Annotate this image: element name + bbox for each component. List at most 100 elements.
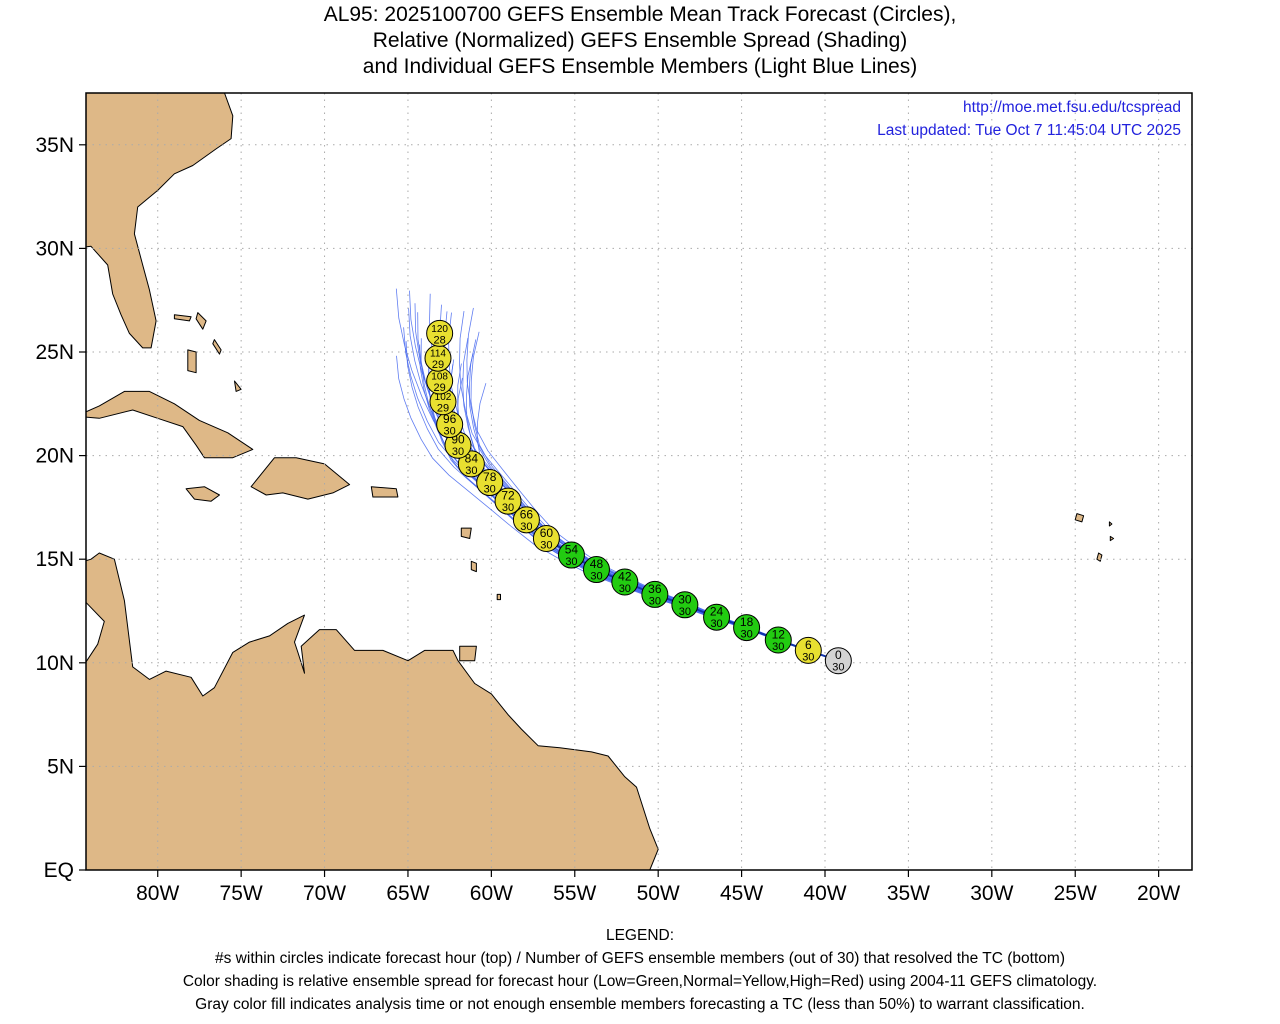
- title-line-3: and Individual GEFS Ensemble Members (Li…: [362, 55, 918, 78]
- ensemble-member-line: [466, 307, 839, 662]
- lon-tick-label: 50W: [637, 882, 680, 900]
- ensemble-member-line: [428, 361, 839, 662]
- lon-tick-label: 70W: [303, 882, 346, 900]
- forecast-hour-label: 78: [483, 470, 497, 484]
- source-url: http://moe.met.fsu.edu/tcspread: [963, 99, 1181, 116]
- member-count-label: 30: [452, 446, 464, 458]
- land-masses: [86, 93, 1115, 870]
- track-circle: [532, 524, 560, 552]
- lon-tick-label: 30W: [970, 882, 1013, 900]
- member-count-label: 30: [679, 606, 691, 618]
- track-circle: [582, 556, 610, 584]
- forecast-hour-label: 24: [710, 605, 724, 619]
- ensemble-member-tracks: [395, 288, 839, 662]
- forecast-hour-label: 84: [465, 451, 479, 465]
- forecast-hour-label: 54: [565, 543, 579, 557]
- forecast-hour-label: 114: [430, 349, 446, 360]
- track-circle: [641, 580, 669, 608]
- land-andros: [187, 349, 197, 374]
- lon-tick-label: 40W: [803, 882, 846, 900]
- chart-title: AL95: 2025100700 GEFS Ensemble Mean Trac…: [0, 2, 1280, 80]
- forecast-hour-label: 6: [805, 638, 812, 652]
- track-point: 630: [794, 636, 822, 664]
- axis-labels: 80W 75W 70W 65W 60W 55W 50W 45W 40W 35W 30W 25W 20W E…: [35, 134, 1180, 900]
- title-line-1: AL95: 2025100700 GEFS Ensemble Mean Trac…: [323, 3, 957, 26]
- ensemble-member-line: [459, 311, 839, 662]
- ensemble-member-line: [403, 327, 839, 662]
- member-count-label: 30: [619, 583, 631, 595]
- land-trinidad: [459, 645, 477, 662]
- land-martinique: [470, 560, 477, 573]
- track-circle: [426, 319, 454, 347]
- forecast-hour-label: 0: [835, 648, 842, 662]
- land-abaco: [195, 312, 207, 330]
- legend-line-1: #s within circles indicate forecast hour…: [215, 950, 1065, 967]
- member-count-label: 30: [802, 651, 814, 663]
- lat-tick-label: 10N: [35, 652, 74, 675]
- track-circle: [457, 450, 485, 478]
- last-updated: Last updated: Tue Oct 7 11:45:04 UTC 202…: [877, 122, 1181, 139]
- lat-tick-label: 35N: [35, 134, 74, 157]
- land-grand-bahama: [173, 314, 192, 322]
- lon-tick-label: 80W: [136, 882, 179, 900]
- member-count-label: 29: [437, 403, 449, 415]
- plot-frame: [85, 92, 1193, 871]
- land-south-america: [86, 552, 659, 870]
- forecast-hour-label: 102: [435, 392, 452, 403]
- ensemble-member-line: [420, 338, 839, 662]
- member-count-label: 30: [649, 595, 661, 607]
- track-circle: [764, 626, 792, 654]
- member-count-label: 30: [740, 629, 752, 641]
- forecast-hour-label: 60: [540, 526, 554, 540]
- lon-tick-label: 75W: [220, 882, 263, 900]
- track-circle: [794, 636, 822, 664]
- land-puerto-rico: [370, 486, 399, 498]
- member-count-label: 30: [484, 484, 496, 496]
- ensemble-member-line: [396, 355, 839, 662]
- ensemble-member-line: [448, 312, 839, 662]
- forecast-hour-label: 42: [618, 569, 632, 583]
- lon-tick-label: 55W: [553, 882, 596, 900]
- land-florida: [86, 93, 234, 349]
- map-area: 0306301230183024303030363042304830543060…: [86, 93, 1192, 870]
- land-eleuthera: [212, 339, 222, 355]
- lat-tick-label: 15N: [35, 548, 74, 571]
- lat-tick-label: 20N: [35, 445, 74, 468]
- member-count-label: 29: [432, 359, 444, 371]
- lon-tick-label: 35W: [887, 882, 930, 900]
- track-circle: [733, 614, 761, 642]
- member-count-label: 30: [772, 641, 784, 653]
- lon-tick-label: 20W: [1137, 882, 1180, 900]
- track-circle: [494, 487, 522, 515]
- member-count-label: 30: [520, 521, 532, 533]
- forecast-hour-label: 72: [501, 489, 515, 503]
- land-guadeloupe: [460, 527, 472, 539]
- member-count-label: 30: [444, 426, 456, 438]
- member-count-label: 28: [434, 334, 446, 346]
- land-jamaica: [185, 486, 220, 502]
- forecast-hour-label: 30: [678, 592, 692, 606]
- member-count-label: 30: [540, 539, 552, 551]
- lon-tick-label: 60W: [470, 882, 513, 900]
- legend-line-3: Gray color fill indicates analysis time …: [195, 996, 1085, 1013]
- land-long-island-bahamas: [234, 380, 242, 392]
- member-count-label: 30: [710, 618, 722, 630]
- track-circle: [512, 506, 540, 534]
- lat-tick-label: 5N: [47, 755, 74, 778]
- track-map: 0306301230183024303030363042304830543060…: [35, 92, 1193, 900]
